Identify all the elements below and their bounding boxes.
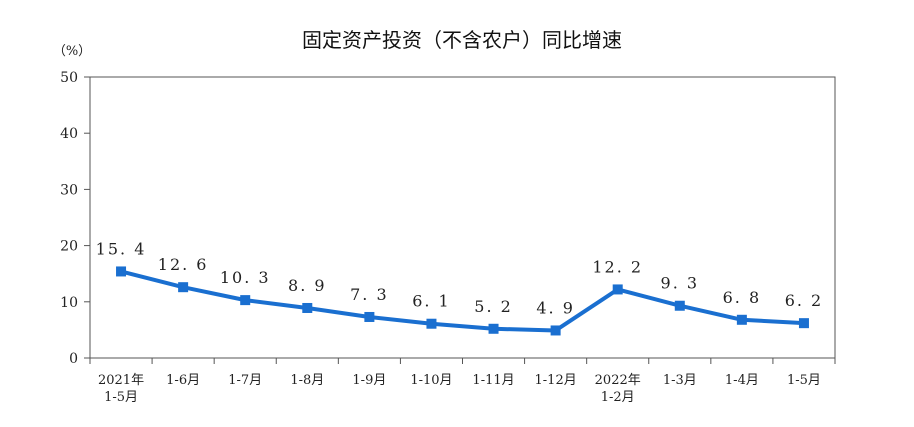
data-point-marker (116, 266, 127, 277)
x-tick-label: 2021年 (98, 373, 144, 388)
x-tick-label: 1-3月 (663, 373, 697, 388)
x-tick-label: 1-7月 (228, 373, 262, 388)
data-labels-group: 15. 4 12. 6 10. 3 8. 9 7. 3 6. 1 5. 2 4. 9 12. 2… (96, 239, 824, 317)
x-tick-label: 1-10月 (410, 373, 452, 388)
x-tick-label: 1-9月 (352, 373, 386, 388)
data-label: 6. 2 (785, 291, 824, 310)
data-point-marker (550, 325, 561, 336)
data-point-marker (736, 314, 747, 325)
series-group (116, 266, 809, 336)
data-point-marker (798, 318, 809, 329)
y-tick-label: 10 (60, 295, 78, 311)
series-line (119, 269, 806, 333)
y-tick-label: 0 (69, 351, 78, 367)
y-tick-label: 30 (60, 182, 78, 198)
data-point-marker (364, 311, 375, 322)
y-tick-label: 20 (60, 239, 78, 255)
data-point-marker (612, 284, 623, 295)
y-tick-label: 40 (60, 126, 78, 142)
x-tick-label: 2022年 (595, 373, 641, 388)
data-label: 7. 3 (350, 285, 389, 304)
data-label: 5. 2 (474, 297, 513, 316)
x-tick-label: 1-2月 (601, 390, 635, 405)
y-axis-unit-label: （%） (53, 44, 91, 59)
data-label: 6. 1 (412, 292, 451, 311)
y-tick-label: 50 (60, 70, 78, 86)
x-tick-label: 1-5月 (104, 390, 138, 405)
chart-title: 固定资产投资（不含农户）同比增速 (302, 28, 622, 52)
x-tick-label: 1-4月 (725, 373, 759, 388)
data-label: 10. 3 (220, 268, 271, 287)
data-label: 8. 9 (288, 276, 327, 295)
data-point-marker (674, 300, 685, 311)
data-point-marker (302, 302, 313, 313)
data-label: 12. 6 (158, 255, 209, 274)
data-label: 9. 3 (661, 274, 700, 293)
x-tick-label: 1-12月 (535, 373, 577, 388)
data-point-marker (426, 318, 437, 329)
data-label: 4. 9 (536, 298, 575, 317)
y-axis: 0 10 20 30 40 50 (60, 70, 90, 367)
data-point-marker (488, 323, 499, 334)
data-point-marker (240, 295, 251, 306)
x-tick-label: 1-6月 (166, 373, 200, 388)
x-tick-label: 1-11月 (472, 373, 514, 388)
data-point-marker (178, 282, 189, 293)
x-tick-label: 1-8月 (290, 373, 324, 388)
data-label: 12. 2 (592, 257, 643, 276)
data-label: 15. 4 (96, 239, 147, 258)
x-axis: 2021年 1-5月 1-6月 1-7月 1-8月 1-9月 1-10月 1-11月 1-12月… (89, 358, 836, 405)
x-tick-label: 1-5月 (787, 373, 821, 388)
data-label: 6. 8 (723, 288, 762, 307)
